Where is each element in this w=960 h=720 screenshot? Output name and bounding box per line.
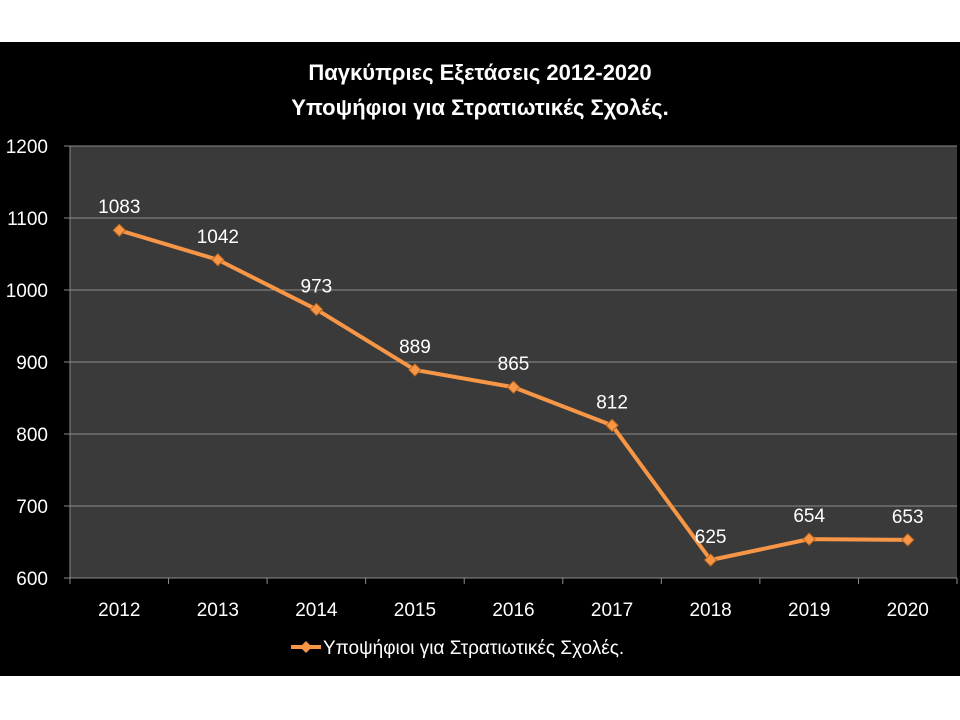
x-tick-label: 2015 xyxy=(394,600,436,621)
y-tick-label: 900 xyxy=(16,353,48,374)
chart-frame: Παγκύπριες Εξετάσεις 2012-2020 Υποψήφιοι… xyxy=(0,42,960,676)
x-tick-label: 2013 xyxy=(197,600,239,621)
data-label: 1042 xyxy=(197,227,239,248)
y-tick-label: 1200 xyxy=(6,137,48,158)
data-labels: 1083 1042 973 889 865 812 625 654 653 xyxy=(98,197,923,548)
data-label: 812 xyxy=(596,392,628,413)
legend-label: Υποψήφιοι για Στρατιωτικές Σχολές. xyxy=(323,638,624,659)
data-point xyxy=(309,302,324,317)
y-tick-label: 1000 xyxy=(6,281,48,302)
x-tick-label: 2012 xyxy=(98,600,140,621)
data-label: 654 xyxy=(793,506,825,527)
data-label: 653 xyxy=(892,507,924,528)
legend: Υποψήφιοι για Στρατιωτικές Σχολές. xyxy=(291,638,624,659)
chart-title-line-2: Υποψήφιοι για Στρατιωτικές Σχολές. xyxy=(291,95,668,120)
x-tick-label: 2016 xyxy=(492,600,534,621)
data-label: 625 xyxy=(695,527,727,548)
data-label: 973 xyxy=(301,276,333,297)
x-tick-label: 2019 xyxy=(788,600,830,621)
series-layer xyxy=(112,223,915,567)
x-tick-label: 2014 xyxy=(295,600,338,621)
x-tick-label: 2020 xyxy=(887,600,929,621)
data-point xyxy=(703,553,718,567)
chart-title-line-1: Παγκύπριες Εξετάσεις 2012-2020 xyxy=(308,60,651,85)
y-tick-label: 800 xyxy=(16,425,48,446)
y-tick-label: 600 xyxy=(16,569,48,590)
y-tick-label: 1100 xyxy=(7,209,48,230)
data-label: 1083 xyxy=(98,197,140,218)
x-tick-label: 2017 xyxy=(591,600,633,621)
data-point xyxy=(112,223,126,237)
data-point xyxy=(901,533,915,547)
y-tick-label: 700 xyxy=(16,497,48,518)
data-label: 865 xyxy=(498,354,530,375)
data-point xyxy=(605,418,619,433)
data-label: 889 xyxy=(399,337,431,358)
data-point xyxy=(802,532,816,546)
data-point xyxy=(506,380,521,394)
x-tick-label: 2018 xyxy=(689,600,731,621)
gridlines xyxy=(64,145,957,579)
legend-marker-swatch xyxy=(300,641,312,653)
x-axis-tick-labels: 2012 2013 2014 2015 2016 2017 2018 2019 2020 xyxy=(98,600,929,621)
axes xyxy=(69,146,958,584)
y-axis-tick-labels: 600 700 800 900 1000 1100 1200 xyxy=(6,137,48,590)
line-chart: Παγκύπριες Εξετάσεις 2012-2020 Υποψήφιοι… xyxy=(6,60,958,659)
data-point xyxy=(211,253,225,267)
data-point xyxy=(408,363,422,377)
